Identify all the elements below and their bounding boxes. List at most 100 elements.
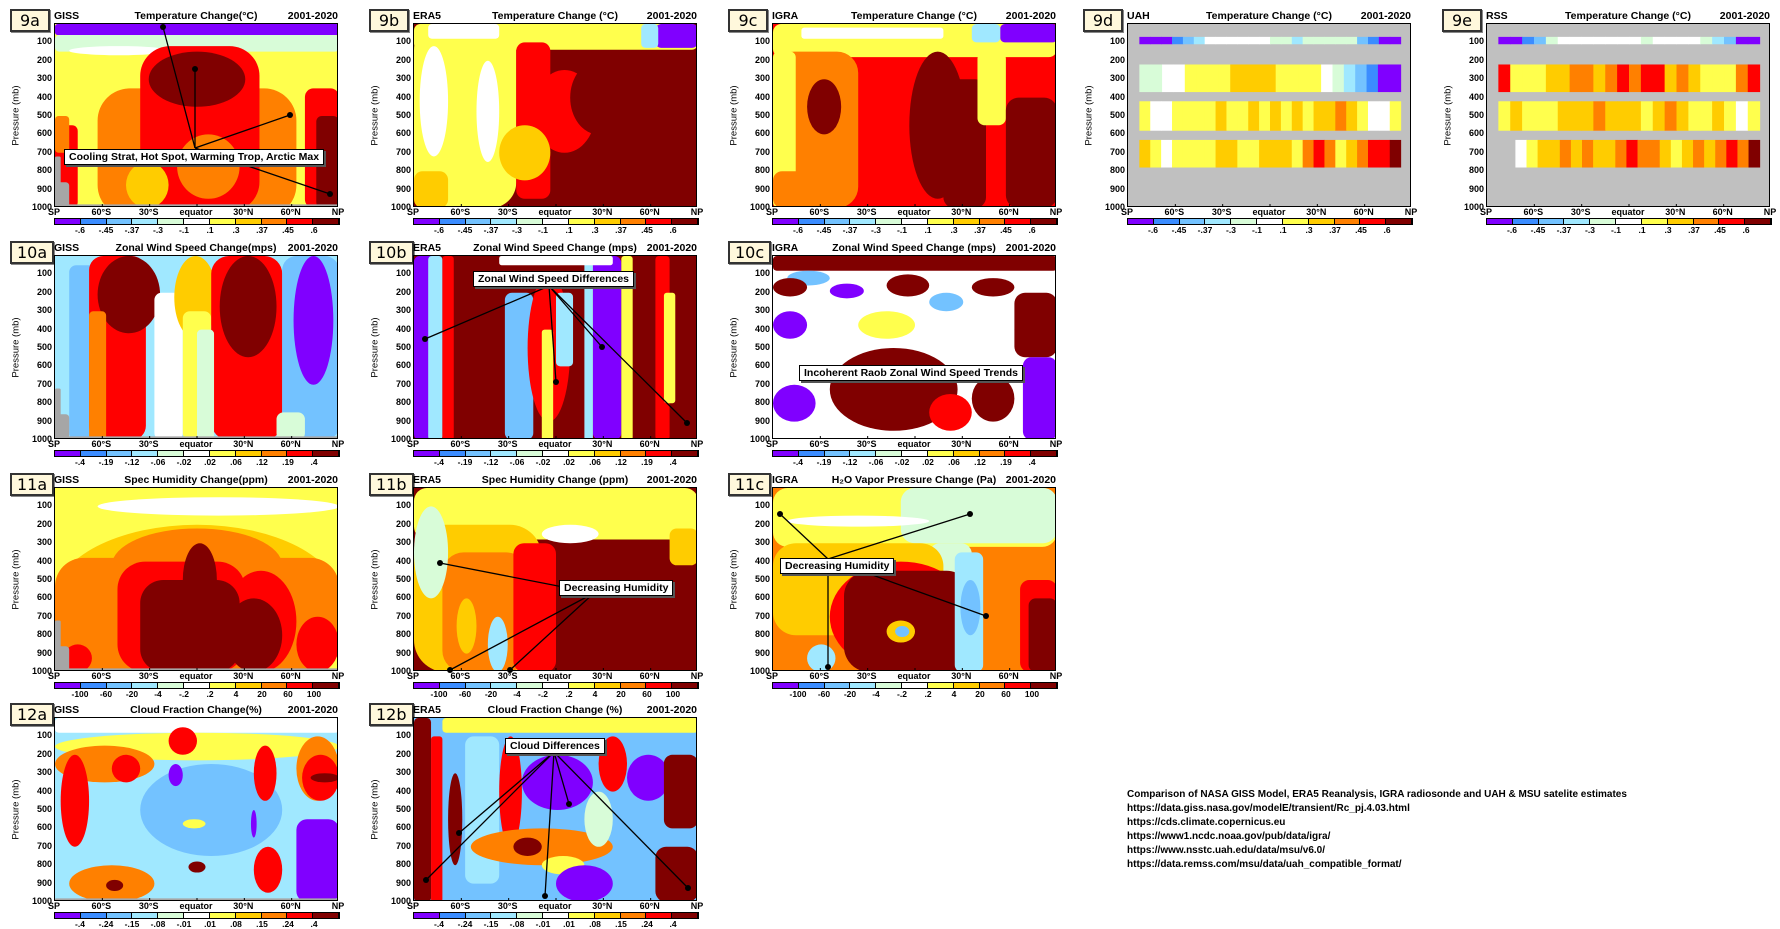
- satellite-layer-cell: [1569, 36, 1582, 45]
- colorbar-label: -60: [817, 689, 831, 699]
- colorbar-label: -.4: [75, 919, 85, 929]
- panel-9e: 9e RSS Temperature Change (°C) 2001-2020…: [1432, 0, 1780, 235]
- colorbar-label: .4: [1028, 457, 1036, 467]
- colorbar-label: .37: [1329, 225, 1341, 235]
- x-tick-label: 30°S: [497, 439, 518, 449]
- x-tick-label: NP: [690, 207, 704, 217]
- satellite-layer-cell: [1139, 101, 1151, 131]
- colorbar-label: .6: [1383, 225, 1391, 235]
- satellite-layer-cell: [1688, 36, 1701, 45]
- colorbar-label: -.15: [124, 919, 140, 929]
- colorbar-swatch: [594, 683, 621, 688]
- colorbar-swatch: [953, 683, 980, 688]
- satellite-layer-cell: [1747, 64, 1761, 93]
- satellite-layer-cell: [1498, 101, 1511, 131]
- satellite-layer-cell: [1629, 101, 1642, 131]
- colorbar-label: .37: [974, 225, 986, 235]
- colorbar-swatch: [80, 451, 107, 456]
- data-source: IGRA: [772, 474, 799, 486]
- colorbar-label: -.1: [1611, 225, 1621, 235]
- y-tick-label: 100: [36, 500, 52, 511]
- contour-plot: [54, 487, 338, 671]
- x-tick-label: 30°N: [1665, 207, 1686, 217]
- satellite-layer-cell: [1700, 64, 1713, 93]
- contour-plot: [54, 23, 338, 207]
- y-tick-label: 200: [754, 54, 770, 65]
- y-tick-label: 800: [395, 859, 411, 870]
- colorbar-swatch: [902, 451, 928, 456]
- contour-region: [900, 488, 1055, 544]
- satellite-layer-cell: [1367, 101, 1380, 131]
- contour-region: [140, 764, 283, 856]
- colorbar-label: -.1: [1252, 225, 1262, 235]
- satellite-layer-cell: [1139, 64, 1152, 93]
- satellite-layer-cell: [1335, 139, 1347, 168]
- colorbar: [413, 450, 699, 457]
- data-source: ERA5: [413, 704, 442, 716]
- satellite-layer-cell: [1193, 101, 1206, 131]
- contour-region: [541, 524, 599, 544]
- colorbar-swatch: [491, 913, 518, 918]
- satellite-layer-cell: [1226, 36, 1238, 45]
- contour-region: [111, 754, 141, 783]
- x-tick-label: SP: [1120, 207, 1134, 217]
- colorbar-swatch: [979, 451, 1006, 456]
- x-tick-label: 30°N: [1306, 207, 1327, 217]
- satellite-layer-cell: [1724, 36, 1737, 45]
- contour-region: [250, 810, 257, 838]
- colorbar-label: .6: [1742, 225, 1750, 235]
- colorbar-label: .45: [1355, 225, 1367, 235]
- period: 2001-2020: [646, 10, 697, 22]
- data-source: ERA5: [413, 474, 442, 486]
- x-tick-label: 30°S: [856, 439, 877, 449]
- x-tick-label: 60°S: [91, 901, 112, 911]
- satellite-layer-cell: [1510, 36, 1523, 45]
- satellite-layer-cell: [1172, 101, 1184, 131]
- colorbar-swatch: [132, 913, 159, 918]
- colorbar-swatch: [1667, 219, 1694, 224]
- satellite-layer-cell: [1605, 101, 1618, 131]
- y-tick-label: 600: [36, 128, 52, 139]
- colorbar-label: .45: [641, 225, 653, 235]
- colorbar-swatch: [158, 913, 185, 918]
- colorbar: [1486, 218, 1772, 225]
- contour-region: [140, 580, 240, 670]
- x-tick-label: 30°S: [138, 207, 159, 217]
- y-tick-label: 900: [1109, 183, 1125, 194]
- satellite-layer-cell: [1712, 64, 1725, 93]
- y-tick-label: 500: [754, 574, 770, 584]
- colorbar-label: -.19: [816, 457, 832, 467]
- satellite-layer-cell: [1378, 101, 1391, 131]
- colorbar-label: -.45: [457, 225, 473, 235]
- satellite-layer-cell: [1693, 139, 1705, 168]
- satellite-layer-cell: [1557, 101, 1571, 131]
- y-tick-label: 400: [36, 555, 52, 566]
- contour-region: [310, 773, 337, 783]
- y-tick-label: 700: [36, 840, 52, 851]
- colorbar-label: -.6: [1507, 225, 1517, 235]
- y-tick-label: 700: [36, 146, 52, 157]
- colorbar-label: .08: [230, 919, 242, 929]
- contour-plot: [772, 255, 1056, 439]
- y-tick-label: 200: [1109, 54, 1125, 65]
- contour-region: [641, 24, 659, 48]
- colorbar-label: -.37: [124, 225, 140, 235]
- colorbar-swatch: [620, 219, 647, 224]
- satellite-layer-cell: [1688, 101, 1701, 131]
- y-tick-label: 1000: [390, 896, 411, 906]
- colorbar-label: -.3: [1585, 225, 1595, 235]
- satellite-layer-cell: [1557, 64, 1571, 93]
- x-tick-label: SP: [765, 671, 779, 681]
- satellite-layer-cell: [1724, 64, 1737, 93]
- colorbar-label: .02: [204, 457, 216, 467]
- colorbar-swatch: [1487, 219, 1513, 224]
- satellite-layer-cell: [1748, 139, 1761, 168]
- colorbar-swatch: [491, 683, 518, 688]
- colorbar-swatch: [313, 913, 339, 918]
- colorbar-swatch: [132, 683, 159, 688]
- satellite-layer-cell: [1291, 36, 1304, 45]
- y-tick-label: 100: [395, 730, 411, 741]
- satellite-layer-cell: [1604, 139, 1616, 168]
- missing-data-region: [55, 668, 337, 670]
- colorbar: [772, 218, 1058, 225]
